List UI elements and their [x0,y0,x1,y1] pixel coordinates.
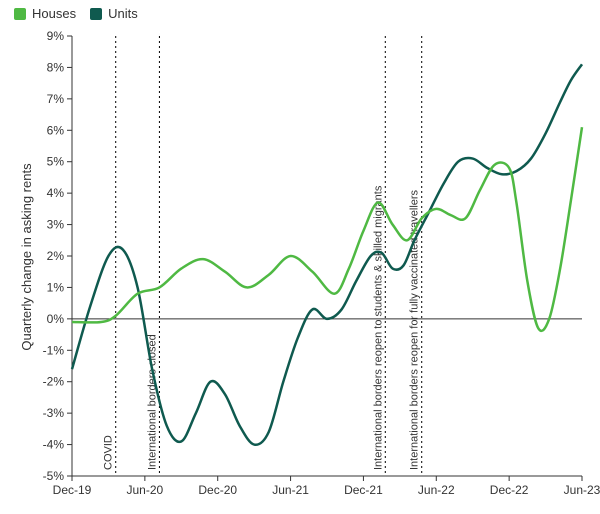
svg-text:8%: 8% [47,60,65,74]
svg-text:Jun-22: Jun-22 [418,483,455,497]
svg-text:-2%: -2% [43,375,65,389]
svg-text:7%: 7% [47,92,65,106]
svg-text:-3%: -3% [43,406,65,420]
svg-text:COVID: COVID [103,435,115,470]
svg-text:2%: 2% [47,249,65,263]
svg-text:Jun-23: Jun-23 [564,483,600,497]
rent-change-chart: -5% -4% -3% -2% -1% 0% 1% 2% 3% 4% 5% 6% 7% 8% 9% Dec-1… [0,0,600,514]
svg-text:9%: 9% [47,29,65,43]
svg-text:5%: 5% [47,155,65,169]
svg-text:-1%: -1% [43,343,65,357]
svg-text:0%: 0% [47,312,65,326]
svg-text:Jun-20: Jun-20 [127,483,164,497]
svg-text:Dec-21: Dec-21 [344,483,383,497]
svg-text:1%: 1% [47,280,65,294]
svg-text:International borders reopen t: International borders reopen to students… [372,185,384,470]
svg-text:6%: 6% [47,123,65,137]
svg-text:-4%: -4% [43,438,65,452]
svg-text:Dec-22: Dec-22 [490,483,529,497]
svg-text:3%: 3% [47,218,65,232]
svg-text:Jun-21: Jun-21 [272,483,309,497]
svg-text:-5%: -5% [43,469,65,483]
svg-text:4%: 4% [47,186,65,200]
svg-text:Dec-19: Dec-19 [53,483,92,497]
svg-text:Dec-20: Dec-20 [198,483,237,497]
